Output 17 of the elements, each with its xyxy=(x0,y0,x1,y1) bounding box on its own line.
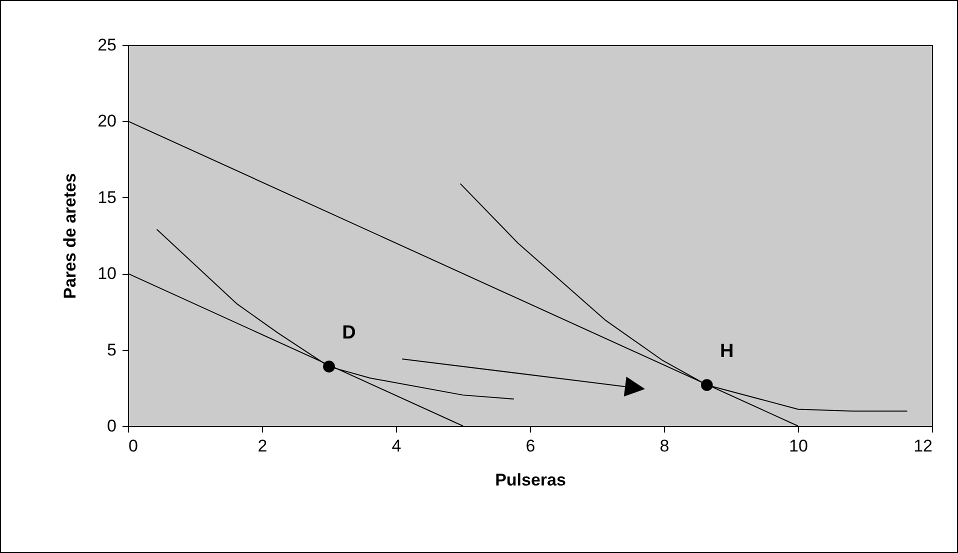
y-tick-label: 0 xyxy=(107,416,116,436)
x-tick-label: 8 xyxy=(660,436,670,456)
x-tick-label: 0 xyxy=(128,436,138,456)
x-axis-title: Pulseras xyxy=(495,470,566,490)
x-tick-label: 12 xyxy=(914,436,932,456)
annotation: H xyxy=(720,341,734,362)
y-tick-label: 25 xyxy=(98,36,116,54)
x-tick-label: 10 xyxy=(789,436,808,456)
annotation: D xyxy=(342,322,356,344)
x-tick-label: 4 xyxy=(392,436,402,456)
y-axis-title: Pares de aretes xyxy=(60,173,80,299)
y-tick-label: 20 xyxy=(98,112,116,131)
y-tick-label: 10 xyxy=(98,264,116,284)
x-tick-label: 6 xyxy=(526,436,536,456)
y-tick-label: 15 xyxy=(98,188,116,207)
x-tick-label: 2 xyxy=(258,436,268,456)
y-tick-label: 5 xyxy=(107,340,116,360)
